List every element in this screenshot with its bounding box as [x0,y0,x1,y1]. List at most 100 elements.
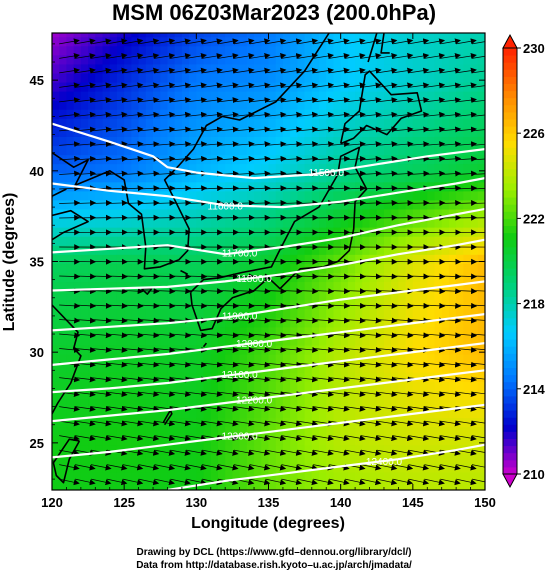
heat-cell [145,254,154,264]
heat-cell [383,453,392,464]
heat-cell [333,36,342,47]
heat-cell [477,281,485,292]
heat-cell [477,344,485,355]
heat-cell [174,408,183,419]
heat-cell [196,45,205,56]
heat-cell [290,100,298,110]
heat-cell [290,399,298,409]
heat-cell [167,326,176,337]
heat-cell [66,236,75,246]
heat-cell [405,326,414,337]
wind-arrow [440,82,462,89]
wind-arrow [59,111,81,118]
heat-cell [477,326,485,337]
heat-cell [297,480,306,490]
wind-arrow [376,361,398,368]
heat-cell [333,109,342,119]
heat-cell [340,308,349,319]
colorbar-segment [503,119,517,127]
heat-cell [217,381,226,391]
heat-cell [52,33,60,38]
colorbar-segment [503,431,517,439]
heat-cell [420,480,428,490]
wind-arrow [360,97,382,104]
heat-cell [225,236,234,246]
heat-cell [203,281,212,292]
heat-cell [254,81,262,92]
heat-cell [52,36,60,47]
heat-cell [59,91,68,101]
heat-cell [210,390,219,400]
heat-cell [153,326,161,337]
heat-cell [109,290,118,301]
heat-cell [88,54,96,65]
wind-arrow [75,97,96,104]
heat-cell [203,36,212,47]
heat-cell [254,363,262,373]
heat-cell [124,435,132,446]
heat-cell [420,208,428,219]
heat-cell [412,435,421,446]
heat-cell [412,254,421,264]
heat-cell [304,245,313,255]
heat-cell [275,381,284,391]
y-tick-label: 30 [30,345,44,360]
wind-arrow [392,435,414,442]
heat-cell [391,33,399,38]
wind-arrow [249,464,271,471]
heat-cell [153,236,161,246]
heat-cell [448,100,457,110]
wind-arrow [249,346,271,353]
heat-cell [391,272,399,283]
heat-cell [254,426,262,437]
heat-cell [225,317,234,328]
heat-cell [369,217,378,228]
heat-cell [73,172,82,183]
heat-cell [420,63,428,74]
heat-cell [167,217,176,228]
heat-cell [52,390,60,400]
heat-cell [254,299,262,310]
heat-cell [420,281,428,292]
wind-arrow [440,199,462,206]
heat-cell [254,54,262,65]
heat-cell [225,190,234,201]
wind-arrow [90,391,112,398]
heat-cell [470,33,479,38]
heat-cell [239,254,248,264]
heat-cell [470,326,479,337]
heat-cell [347,290,356,301]
heat-cell [304,399,313,409]
heat-cell [297,281,306,292]
heat-cell [456,91,464,101]
heat-cell [167,145,176,156]
wind-arrow [186,97,208,104]
heat-cell [391,45,399,56]
heat-cell [153,91,161,101]
wind-arrow [440,332,462,339]
heat-cell [477,100,485,110]
heat-cell [160,363,169,373]
heat-cell [88,45,96,56]
heat-cell [52,72,60,83]
heat-cell [225,390,234,400]
heat-cell [232,33,241,38]
heat-cell [412,33,421,38]
heat-cell [340,190,349,201]
heat-cell [427,118,436,128]
contour-label: 12300.0 [222,432,259,443]
heat-cell [153,480,161,490]
heat-cell [181,72,190,83]
wind-arrow [329,435,350,442]
heat-cell [441,399,450,409]
heat-cell [470,163,479,174]
heat-cell [232,417,241,428]
wind-arrow [217,273,239,280]
heat-cell [232,399,241,409]
heat-cell [290,480,298,490]
heat-cell [217,290,226,301]
heat-cell [88,390,96,400]
colorbar-segment [503,126,517,134]
heat-cell [420,45,428,56]
heat-cell [225,181,234,192]
